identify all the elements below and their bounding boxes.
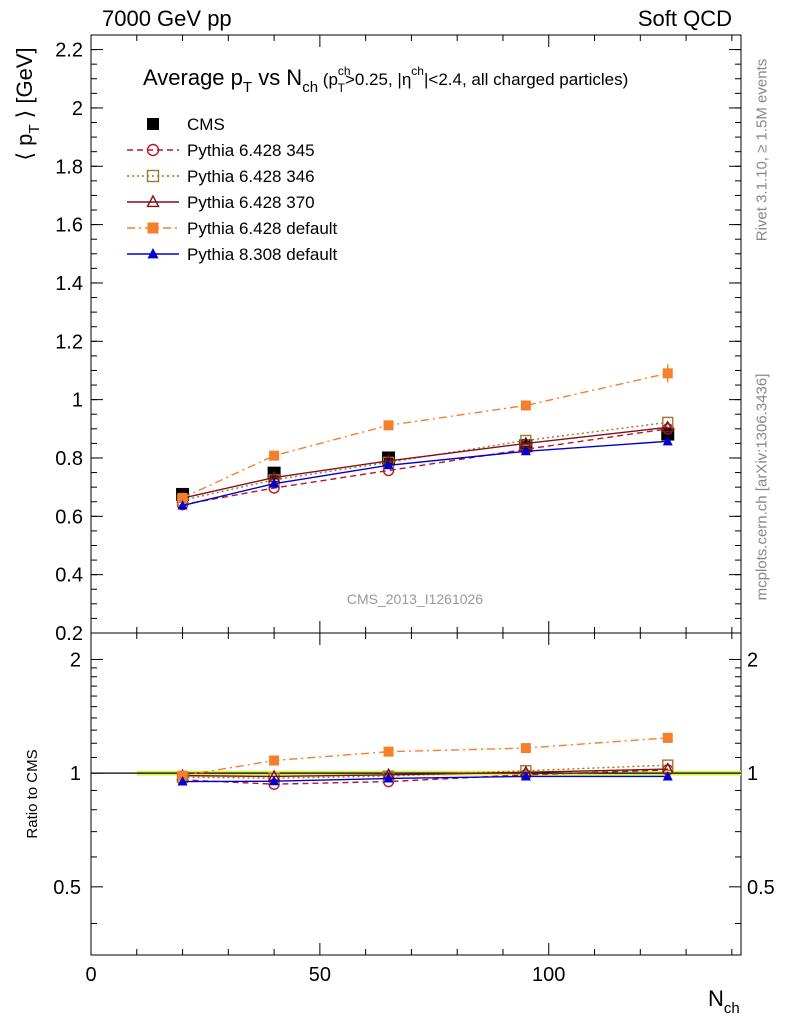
series-pythia-8-308-default <box>177 435 673 510</box>
legend-label: Pythia 6.428 346 <box>187 167 315 186</box>
y-tick-label: 0.4 <box>55 565 83 587</box>
ratio-point <box>520 743 531 754</box>
ratio-point <box>177 770 188 781</box>
data-point <box>520 445 531 456</box>
data-point <box>662 435 673 446</box>
y-tick-label: 0.2 <box>55 623 83 645</box>
data-point <box>520 400 531 411</box>
legend-marker <box>147 222 159 234</box>
data-point <box>662 423 674 435</box>
ratio-series-pythia-6-428-default <box>177 732 673 781</box>
y-tick-label: 1.4 <box>55 273 83 295</box>
legend-marker <box>146 169 160 183</box>
y-tick-label: 0.8 <box>55 448 83 470</box>
legend-item-cms: CMS <box>147 115 225 134</box>
y-tick-label: 1.8 <box>55 156 83 178</box>
header-right-label: Soft QCD <box>637 6 732 31</box>
data-point <box>269 478 280 488</box>
y-tick-label: 0.6 <box>55 506 83 528</box>
data-point <box>177 492 188 503</box>
ratio-y-tick-label-right: 0.5 <box>747 877 775 899</box>
y-tick-label: 1 <box>72 390 83 412</box>
ratio-point <box>662 770 673 781</box>
legend-item-pythia-6-428-345: Pythia 6.428 345 <box>127 141 315 160</box>
ratio-y-tick-label-right: 1 <box>747 763 758 785</box>
ratio-y-tick-label: 1 <box>70 763 81 785</box>
series-line <box>182 428 668 506</box>
ratio-point <box>269 775 280 786</box>
legend-label: Pythia 6.428 default <box>187 219 338 238</box>
ratio-line <box>182 769 668 785</box>
ratio-y-tick-label-right: 2 <box>747 649 758 671</box>
legend-label: Pythia 8.308 default <box>187 245 338 264</box>
data-point <box>520 434 532 447</box>
analysis-watermark: CMS_2013_I1261026 <box>347 591 483 607</box>
legend-marker <box>147 247 159 259</box>
y-tick-label: 2.2 <box>55 40 83 62</box>
data-point <box>177 500 188 510</box>
legend-label: Pythia 6.428 345 <box>187 141 315 160</box>
series-pythia-6-428-345 <box>176 423 674 511</box>
legend-marker <box>147 118 159 130</box>
ratio-point <box>662 732 673 743</box>
ratio-y-tick-label: 0.5 <box>53 877 81 899</box>
series-line <box>182 440 668 507</box>
legend: CMS Pythia 6.428 345 Pythia 6.428 346 Pythi… <box>127 115 338 264</box>
ratio-point <box>520 770 531 781</box>
ratio-panel: 0 50 100 0.5 0.5 1 1 2 2 <box>53 632 775 986</box>
ratio-point <box>269 755 280 766</box>
series-line <box>182 421 668 501</box>
ratio-y-tick-label: 2 <box>70 649 81 671</box>
ratio-frame <box>90 632 742 956</box>
legend-marker <box>146 143 160 157</box>
ratio-point <box>383 746 394 757</box>
ratio-plot-area <box>91 732 741 790</box>
y-axis-label: ⟨ pT ⟩ [GeV] <box>12 47 43 160</box>
data-point <box>383 420 394 431</box>
x-tick-label: 50 <box>309 964 331 986</box>
ratio-point <box>662 759 674 771</box>
main-panel: 0.2 0.4 0.6 0.8 1 1.2 1.4 1.6 1.8 2 2.2 Average pT … <box>55 34 742 645</box>
x-tick-label: 100 <box>532 964 565 986</box>
data-point <box>383 459 394 470</box>
legend-marker <box>146 194 160 208</box>
ratio-line <box>182 737 668 777</box>
y-tick-label: 1.6 <box>55 215 83 237</box>
x-axis-label: Nch <box>708 986 740 1017</box>
data-point <box>661 420 674 433</box>
legend-label: Pythia 6.428 370 <box>187 193 315 212</box>
ratio-series-pythia-8-308-default <box>177 770 673 786</box>
legend-item-pythia-6-428-346: Pythia 6.428 346 <box>127 167 315 186</box>
legend-label: CMS <box>187 115 225 134</box>
ratio-point <box>383 772 394 783</box>
legend-item-pythia-8-308-default: Pythia 8.308 default <box>127 245 338 264</box>
chart-title: Average pT vs Nch (pch T>0.25, |ηch|<2.4,… <box>143 64 628 96</box>
y-tick-label: 1.2 <box>55 331 83 353</box>
ratio-line <box>182 775 668 783</box>
axis-labels: ⟨ pT ⟩ [GeV] Ratio to CMS Nch <box>12 47 740 1017</box>
y-tick-label: 2 <box>72 98 83 120</box>
main-plot-area <box>176 364 675 511</box>
x-tick-label: 0 <box>85 964 96 986</box>
ratio-y-axis-label: Ratio to CMS <box>24 749 41 838</box>
header-left-label: 7000 GeV pp <box>102 6 232 31</box>
ratio-point <box>177 776 188 786</box>
legend-item-pythia-6-428-370: Pythia 6.428 370 <box>127 193 315 212</box>
legend-item-pythia-6-428-default: Pythia 6.428 default <box>127 219 338 238</box>
data-point <box>269 450 280 461</box>
